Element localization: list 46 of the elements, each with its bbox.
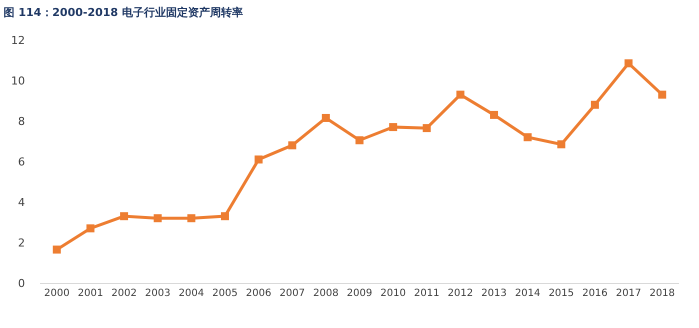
point xyxy=(557,140,566,148)
x-tick-label: 2005 xyxy=(212,288,238,299)
point xyxy=(524,133,532,142)
chart-title: 图 114：2000-2018 电子行业固定资产周转率 xyxy=(3,6,243,19)
point xyxy=(356,136,364,144)
y-tick-label: 10 xyxy=(11,74,25,88)
x-tick-label: 2010 xyxy=(380,288,406,299)
x-tick-label: 2009 xyxy=(346,288,372,299)
point xyxy=(590,100,599,109)
x-tick-label: 2015 xyxy=(548,288,574,299)
x-tick-label: 2017 xyxy=(616,288,642,299)
point xyxy=(658,90,666,99)
x-tick-label: 2013 xyxy=(481,288,507,299)
y-tick-label: 2 xyxy=(18,236,25,250)
x-tick-label: 2012 xyxy=(448,288,474,299)
x-tick-label: 2008 xyxy=(313,288,339,299)
y-tick-label: 0 xyxy=(18,276,25,290)
point xyxy=(389,123,398,132)
y-tick-label: 6 xyxy=(18,155,25,168)
point xyxy=(254,155,263,164)
x-tick-label: 2006 xyxy=(246,288,272,299)
y-tick-label: 12 xyxy=(11,34,25,47)
x-tick-label: 2003 xyxy=(144,288,170,299)
x-tick-label: 2011 xyxy=(414,288,440,299)
x-tick-label: 2016 xyxy=(582,288,608,299)
point xyxy=(220,212,229,220)
point xyxy=(154,214,162,222)
point xyxy=(288,141,296,150)
point xyxy=(322,114,330,122)
y-tick-label: 8 xyxy=(18,114,25,128)
x-tick-label: 2002 xyxy=(111,288,137,299)
x-tick-label: 2014 xyxy=(514,288,540,299)
x-tick-label: 2004 xyxy=(178,288,204,299)
point xyxy=(86,224,94,232)
point xyxy=(490,110,498,119)
point xyxy=(456,90,464,99)
point xyxy=(187,214,196,222)
x-tick-label: 2001 xyxy=(78,288,104,299)
point xyxy=(52,246,61,254)
point xyxy=(120,212,128,220)
x-tick-label: 2007 xyxy=(280,288,305,299)
point xyxy=(422,124,431,132)
point xyxy=(624,59,633,68)
x-tick-label: 2018 xyxy=(649,288,675,299)
x-tick-label: 2000 xyxy=(44,288,70,299)
y-tick-label: 4 xyxy=(18,196,25,209)
